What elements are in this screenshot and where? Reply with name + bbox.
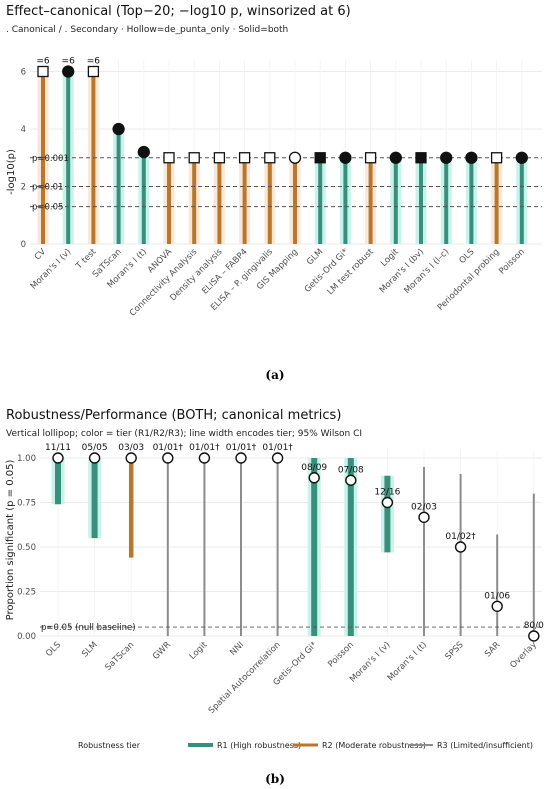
panel-b-ylabel: Proportion significant (p = 0.05) (5, 460, 16, 621)
panel-b-point-getis-ord-gi (308, 472, 320, 484)
panel-a-point-ols (465, 151, 478, 164)
panel-b-point-overlay (528, 630, 540, 642)
panel-b-point-ols (52, 452, 64, 464)
panel-a-ytick-label: 0 (21, 240, 26, 250)
panel-a-xtick-label: Moran's I (l–c) (402, 247, 451, 296)
panel-b-xtick-label: Overlay (508, 640, 538, 670)
panel-b-point-sar (491, 600, 503, 612)
panel-a-point-label: =6 (87, 57, 101, 67)
panel-a-xtick-label: Logit (379, 247, 401, 269)
panel-b-xtick-label: SLM (80, 640, 99, 659)
panel-b-point-label: 80/0 (524, 621, 544, 631)
panel-b-point-label: 01/02† (445, 532, 476, 542)
panel-b-point-slm (88, 452, 101, 464)
panel-a-ytick-label: 6 (21, 68, 26, 78)
panel-a-ytick-label: 4 (21, 125, 26, 135)
panel-b-xtick-label: OLS (44, 640, 63, 659)
panel-a-xtick-label: OLS (458, 247, 477, 266)
panel-b-xtick-label: GWR (151, 640, 173, 662)
panel-a-point-moran-s-i-l-c (440, 151, 453, 164)
panel-a-point-cv (37, 65, 49, 78)
panel-b-ytick-label: 0.25 (17, 588, 36, 598)
panel-a-ref-label: p=0.001 (32, 154, 69, 164)
panel-a-point-satscan (112, 122, 125, 136)
panel-b-point-satscan (125, 452, 137, 464)
panel-b-point-label: 12/16 (374, 488, 400, 498)
panel-b-point-logit (198, 452, 211, 464)
panel-b-point-label: 03/03 (118, 443, 144, 453)
panel-a-xtick-label: CV (33, 247, 49, 263)
panel-a-point-density-analysis (213, 152, 226, 164)
panel-a-point-anova (163, 152, 175, 164)
panel-b-xtick-label: Poisson (326, 640, 356, 670)
panel-a-plot: 0 2 4 6 =6 =6 =6 p=0.001 p=0.01 p=0.05 CV Moran's I… (21, 57, 542, 318)
legend-title: Robustness tier (78, 741, 141, 750)
panel-b-point-label: 01/01† (153, 443, 184, 453)
panel-a-point-poisson (515, 151, 528, 164)
panel-a-point-moran-s-i-v (62, 65, 75, 78)
panel-a-caption: (a) (265, 368, 284, 382)
panel-b-point-label: 02/03 (411, 502, 437, 512)
panel-b-xtick-label: Spatial Autocorrelation (207, 640, 283, 716)
panel-b-point-label: 01/01† (226, 443, 257, 453)
panel-b-xtick-label: Moran's I (t) (386, 640, 429, 683)
panel-a-ylabel: -log10(p) (6, 149, 17, 195)
panel-b-point-label: 01/01† (189, 443, 220, 453)
panel-b-point-moran-s-i-t (418, 511, 430, 523)
panel-b-xtick-label: Logit (188, 640, 210, 662)
panel-b-point-label: 08/09 (301, 463, 327, 473)
panel-b-point-spss (454, 541, 467, 553)
panel-b-title: Robustness/Performance (BOTH; canonical … (6, 408, 341, 423)
panel-a-title: Effect–canonical (Top−20; −log10 p, wins… (6, 4, 351, 19)
panel-a-xtick-label: GLM (305, 247, 325, 267)
legend-label-r3: R3 (Limited/insufficient) (437, 741, 533, 750)
panel-b-legend: Robustness tier R1 (High robustness) R2 … (78, 741, 533, 750)
panel-b-point-label: 01/06 (484, 591, 510, 601)
panel-a-point-elisa-fabp4 (238, 152, 251, 164)
panel-b-xtick-label: SaTScan (103, 640, 136, 673)
panel-a-point-logit (389, 151, 402, 164)
panel-b-ytick-label: 0.00 (17, 632, 36, 642)
panel-a-point-connectivity-analysis (188, 152, 200, 164)
panel-a-ytick-label: 2 (21, 183, 26, 193)
legend-label-r1: R1 (High robustness) (217, 741, 301, 750)
panel-b-caption: (b) (265, 772, 285, 786)
panel-b-point-label: 11/11 (45, 443, 71, 453)
panel-b-point-poisson (345, 474, 357, 486)
panel-b-subtitle: Vertical lollipop; color = tier (R1/R2/R… (6, 429, 362, 439)
panel-a-xtick-label: Poisson (497, 247, 527, 277)
panel-a-point-getis-ord-gi (339, 151, 352, 164)
panel-a-point-lm-test-robust (364, 152, 377, 164)
panel-a-point-label: =6 (36, 57, 50, 67)
panel-a-subtitle: . Canonical / . Secondary · Hollow=de_pu… (6, 25, 288, 35)
panel-b-point-label: 05/05 (82, 443, 108, 453)
panel-b-point-moran-s-i-v (381, 496, 394, 509)
panel-b-point-gwr (162, 452, 174, 464)
panel-b-point-label: 07/08 (338, 465, 364, 475)
panel-a-point-gis-mapping (288, 151, 302, 164)
panel-b-xtick-label: SPSS (444, 640, 466, 662)
panel-a-point-elisa-p-gingivalis (264, 152, 276, 164)
panel-a-point-moran-s-i-bv (415, 152, 427, 164)
legend-label-r2: R2 (Moderate robustness) (322, 741, 426, 750)
panel-b-ytick-label: 0.50 (17, 543, 36, 553)
panel-b-xtick-label: NNI (228, 640, 246, 658)
panel-a-ref-label: p=0.01 (32, 183, 63, 193)
panel-b-point-nni (235, 452, 247, 464)
panel-a-point-label: =6 (62, 57, 76, 67)
panel-b-ref-label: p=0.05 (null baseline) (41, 623, 136, 633)
panel-a-xtick-label: LM test robust (326, 247, 377, 298)
panel-a-point-moran-s-i-t (137, 145, 150, 159)
panel-b-point-label: 01/01† (262, 443, 293, 453)
panel-b-plot: 0.00 0.25 0.50 0.75 1.00 p=0.05 (null baselin… (17, 443, 544, 716)
panel-a-point-t-test (87, 65, 100, 78)
panel-b-ytick-label: 1.00 (17, 454, 36, 464)
panel-a-point-periodontal-probing (490, 152, 503, 164)
panel-b-ytick-label: 0.75 (17, 499, 36, 509)
panel-a-point-glm (314, 152, 326, 164)
panel-a-ref-label: p=0.05 (32, 203, 63, 213)
panel-b-xtick-label: SAR (483, 640, 502, 659)
panel-b-point-spatial-autocorrelation (271, 452, 284, 464)
